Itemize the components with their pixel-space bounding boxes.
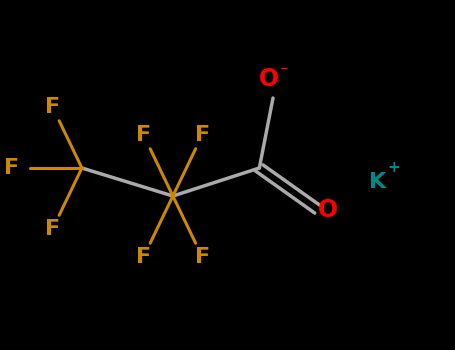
Text: +: + (387, 161, 400, 175)
Text: ⁻: ⁻ (280, 63, 289, 81)
Text: O: O (258, 67, 278, 91)
Text: O: O (318, 198, 338, 222)
Text: F: F (136, 247, 151, 267)
Text: F: F (195, 247, 210, 267)
Text: F: F (45, 97, 60, 117)
Text: F: F (4, 158, 19, 178)
Text: F: F (136, 125, 151, 145)
Text: F: F (45, 219, 60, 239)
Text: F: F (195, 125, 210, 145)
Text: K: K (369, 172, 386, 192)
